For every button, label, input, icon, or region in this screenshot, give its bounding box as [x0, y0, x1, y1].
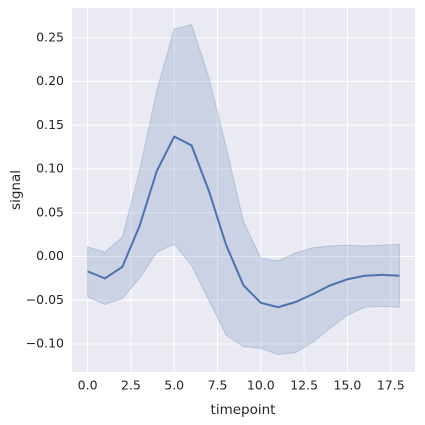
- y-tick-label: 0.25: [36, 29, 64, 44]
- y-tick-label: 0.20: [36, 73, 64, 88]
- marks: [87, 24, 400, 356]
- confidence-band: [87, 24, 400, 356]
- x-tick-label: 7.5: [208, 378, 228, 393]
- x-tick-label: 2.5: [121, 378, 141, 393]
- y-tick-label: −0.05: [26, 292, 64, 307]
- y-tick-label: 0.00: [36, 248, 64, 263]
- y-tick-label: −0.10: [26, 336, 64, 351]
- y-tick-label: 0.10: [36, 161, 64, 176]
- x-tick-label: 10.0: [247, 378, 275, 393]
- x-axis-label: timepoint: [211, 402, 276, 418]
- y-tick-label: 0.15: [36, 117, 64, 132]
- x-tick-label: 12.5: [290, 378, 318, 393]
- y-axis-label: signal: [8, 170, 24, 210]
- y-tick-label: 0.05: [36, 204, 64, 219]
- plot-area: [72, 8, 415, 372]
- line: [87, 135, 400, 309]
- x-tick-label: 0.0: [78, 378, 98, 393]
- x-tick-label: 5.0: [164, 378, 184, 393]
- grid: [72, 8, 415, 372]
- x-tick-label: 15.0: [334, 378, 362, 393]
- x-tick-label: 17.5: [377, 378, 405, 393]
